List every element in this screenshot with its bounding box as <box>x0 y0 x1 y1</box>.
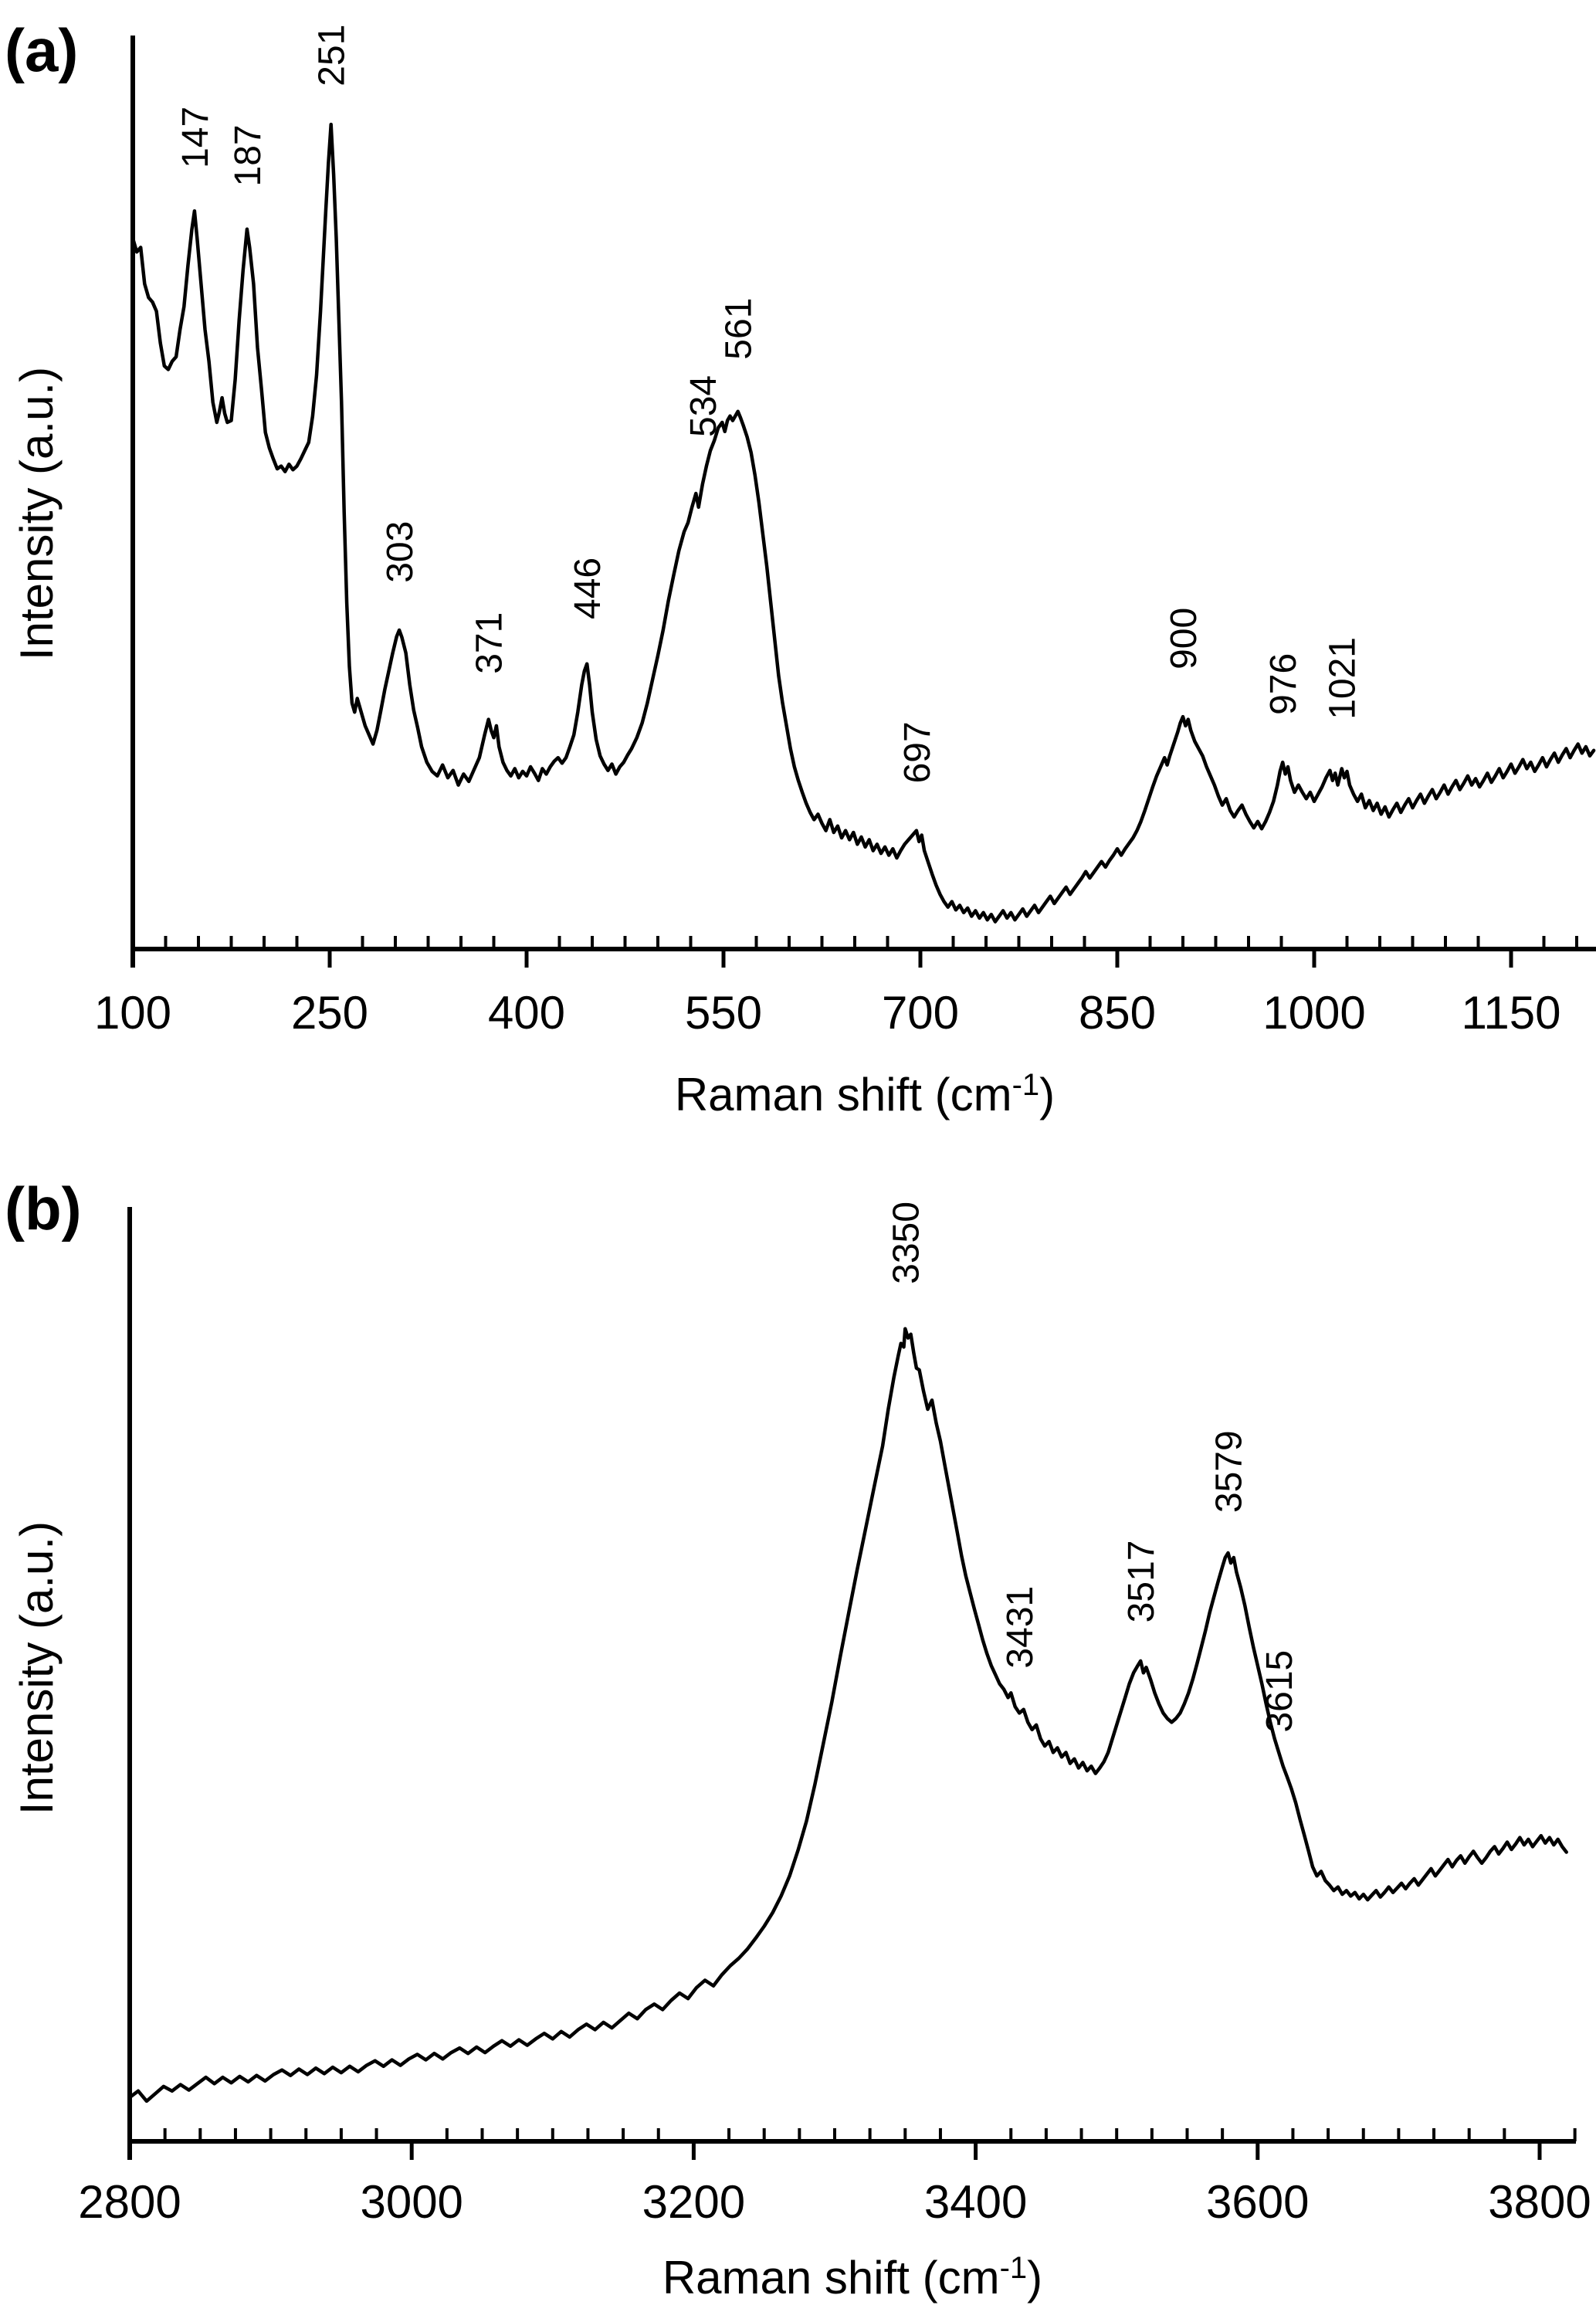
x-tick-label-3400: 3400 <box>924 2176 1027 2228</box>
y-axis-title: Intensity (a.u.) <box>11 1521 63 1815</box>
peak-label-1021: 1021 <box>1323 637 1364 720</box>
x-tick-label-550: 550 <box>685 987 762 1039</box>
peak-label-3350: 3350 <box>886 1202 927 1284</box>
panel-letter-b: (b) <box>5 1175 82 1242</box>
peak-label-3431: 3431 <box>1000 1586 1041 1669</box>
peak-label-3517: 3517 <box>1121 1541 1162 1623</box>
x-tick-label-1150: 1150 <box>1461 987 1560 1039</box>
peak-label-976: 976 <box>1263 653 1304 715</box>
peak-label-187: 187 <box>228 124 269 186</box>
x-tick-label-250: 250 <box>291 987 368 1039</box>
peak-label-303: 303 <box>380 521 421 583</box>
peak-label-561: 561 <box>719 298 760 360</box>
x-tick-label-400: 400 <box>488 987 565 1039</box>
x-tick-label-2800: 2800 <box>78 2176 181 2228</box>
panel-a: 100 250 400 550 700 850 1000 1150 Raman shift (c… <box>5 16 1596 1120</box>
x-tick-label-3800: 3800 <box>1488 2176 1591 2228</box>
peak-label-697: 697 <box>897 721 938 783</box>
x-tick-label-1000: 1000 <box>1262 987 1365 1039</box>
x-tick-label-700: 700 <box>882 987 959 1039</box>
panel-b: 2800 3000 3200 3400 3600 3800 Raman shift (cm-… <box>5 1175 1591 2304</box>
y-axis-title: Intensity (a.u.) <box>11 367 63 660</box>
peak-label-147: 147 <box>175 107 216 168</box>
x-tick-label-100: 100 <box>94 987 171 1039</box>
spectrum-trace-b <box>127 1327 1568 2104</box>
x-tick-label-3000: 3000 <box>360 2176 463 2228</box>
x-axis-title: Raman shift (cm-1) <box>675 1068 1055 1120</box>
peak-label-3615: 3615 <box>1259 1650 1300 1733</box>
x-tick-label-850: 850 <box>1079 987 1156 1039</box>
peak-label-251: 251 <box>312 25 353 86</box>
spectrum-trace-a <box>130 122 1596 924</box>
peak-label-3579: 3579 <box>1208 1430 1249 1513</box>
panel-letter-a: (a) <box>5 16 78 84</box>
peak-label-371: 371 <box>469 612 510 674</box>
peak-label-446: 446 <box>568 558 608 619</box>
x-tick-label-3200: 3200 <box>642 2176 745 2228</box>
x-axis-title: Raman shift (cm-1) <box>662 2251 1042 2304</box>
x-tick-label-3600: 3600 <box>1206 2176 1309 2228</box>
peak-label-900: 900 <box>1164 608 1205 670</box>
